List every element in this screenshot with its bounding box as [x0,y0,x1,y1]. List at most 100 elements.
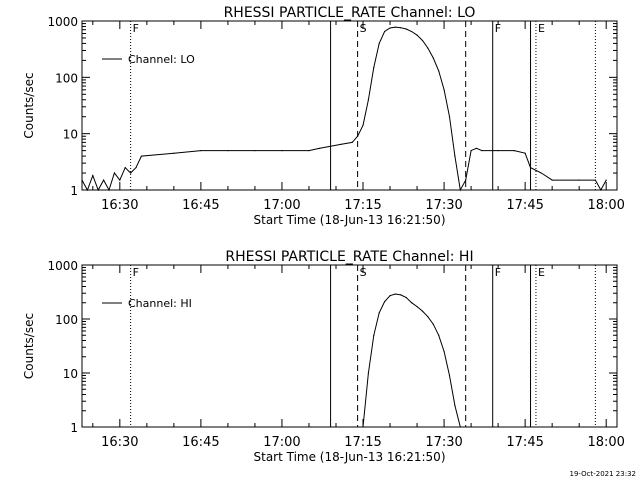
data-point [454,404,456,407]
data-point [497,150,499,152]
data-point [81,179,83,181]
data-point [124,166,126,169]
data-point [448,116,451,118]
data-point [108,189,110,191]
y-tick-label: 100 [55,71,78,85]
x-tick-label: 17:00 [263,198,300,213]
data-point [427,47,429,49]
y-tick-label: 10 [63,128,78,142]
data-point [362,124,364,127]
data-point [394,26,397,28]
y-tick-label: 1 [70,184,78,198]
event-marker-label: E [538,22,545,35]
data-point [438,334,440,336]
plot-frame [81,264,618,428]
series-line [362,293,461,428]
data-point [459,426,461,428]
data-point [308,150,310,152]
y-tick-label: 100 [55,313,78,327]
data-point [351,141,353,143]
data-point [130,172,132,174]
data-point [421,310,424,312]
data-point [97,189,99,191]
x-tick-label: 17:45 [506,435,543,450]
y-axis-label: Counts/sec [22,313,36,379]
data-point [443,89,445,91]
data-point [459,189,461,191]
chart-title: RHESSI PARTICLE_RATE Channel: HI [225,249,473,265]
chart-panel-2: RHESSI PARTICLE_RATE Channel: HI Counts/s… [22,249,625,464]
data-point [135,166,137,169]
data-point [448,374,451,377]
data-point [86,189,89,191]
x-tick-label: 17:15 [344,435,381,450]
print-timestamp: 19-Oct-2021 23:32 [569,470,636,478]
data-point [551,179,553,181]
y-tick-label: 1 [70,421,78,435]
data-point [427,316,429,318]
data-point [319,147,321,149]
event-marker-label: F [495,266,501,279]
chart-panel-1: RHESSI PARTICLE_RATE Channel: LO Counts/s… [22,5,625,227]
data-point [524,152,526,154]
data-point [578,179,580,181]
data-point [405,296,407,299]
data-point [411,30,413,33]
data-point [481,150,483,152]
event-marker-label: F [133,22,139,35]
x-tick-label: 16:30 [101,435,138,450]
y-axis-label: Counts/sec [22,72,36,138]
data-point [200,150,202,152]
data-point [378,312,380,314]
data-point [432,57,434,59]
y-tick-label: 1000 [47,259,78,273]
x-axis-label: Start Time (18-Jun-13 16:21:50) [254,213,446,227]
data-point [389,27,391,29]
x-tick-label: 16:45 [182,198,219,213]
chart-title: RHESSI PARTICLE_RATE Channel: LO [224,5,476,21]
data-point [113,172,116,174]
data-point [400,27,402,29]
data-point [254,150,256,152]
x-axis-label: Start Time (18-Jun-13 16:21:50) [254,450,446,464]
data-point [605,179,607,181]
x-tick-label: 17:00 [263,435,300,450]
data-point [416,34,418,36]
data-point [340,143,342,145]
data-point [465,179,467,181]
data-point [119,179,121,181]
y-tick-label: 10 [63,367,78,381]
data-point [329,145,332,147]
x-tick-label: 17:45 [506,198,543,213]
data-point [140,155,143,157]
data-point [367,99,370,101]
data-point [405,28,407,30]
data-point [540,172,542,174]
data-point [173,152,175,154]
data-point [421,39,424,42]
data-point [362,426,364,428]
data-point [600,189,602,191]
legend-label: Channel: HI [128,297,192,310]
data-point [103,179,105,181]
data-point [400,294,402,296]
legend-label: Channel: LO [128,53,195,66]
event-marker-label: S [360,266,367,279]
x-tick-label: 16:30 [101,198,138,213]
x-tick-label: 16:45 [182,435,219,450]
data-point [384,30,386,33]
x-tick-label: 17:15 [344,198,381,213]
data-point [389,295,391,297]
plot-frame [81,20,618,191]
data-point [227,150,229,152]
event-marker-label: F [495,22,501,35]
data-point [367,372,370,374]
data-point [378,42,380,45]
data-point [92,175,94,177]
data-point [373,66,375,69]
data-point [438,70,440,72]
data-point [454,155,456,157]
event-marker-label: F [133,266,139,279]
series-line [81,26,607,192]
